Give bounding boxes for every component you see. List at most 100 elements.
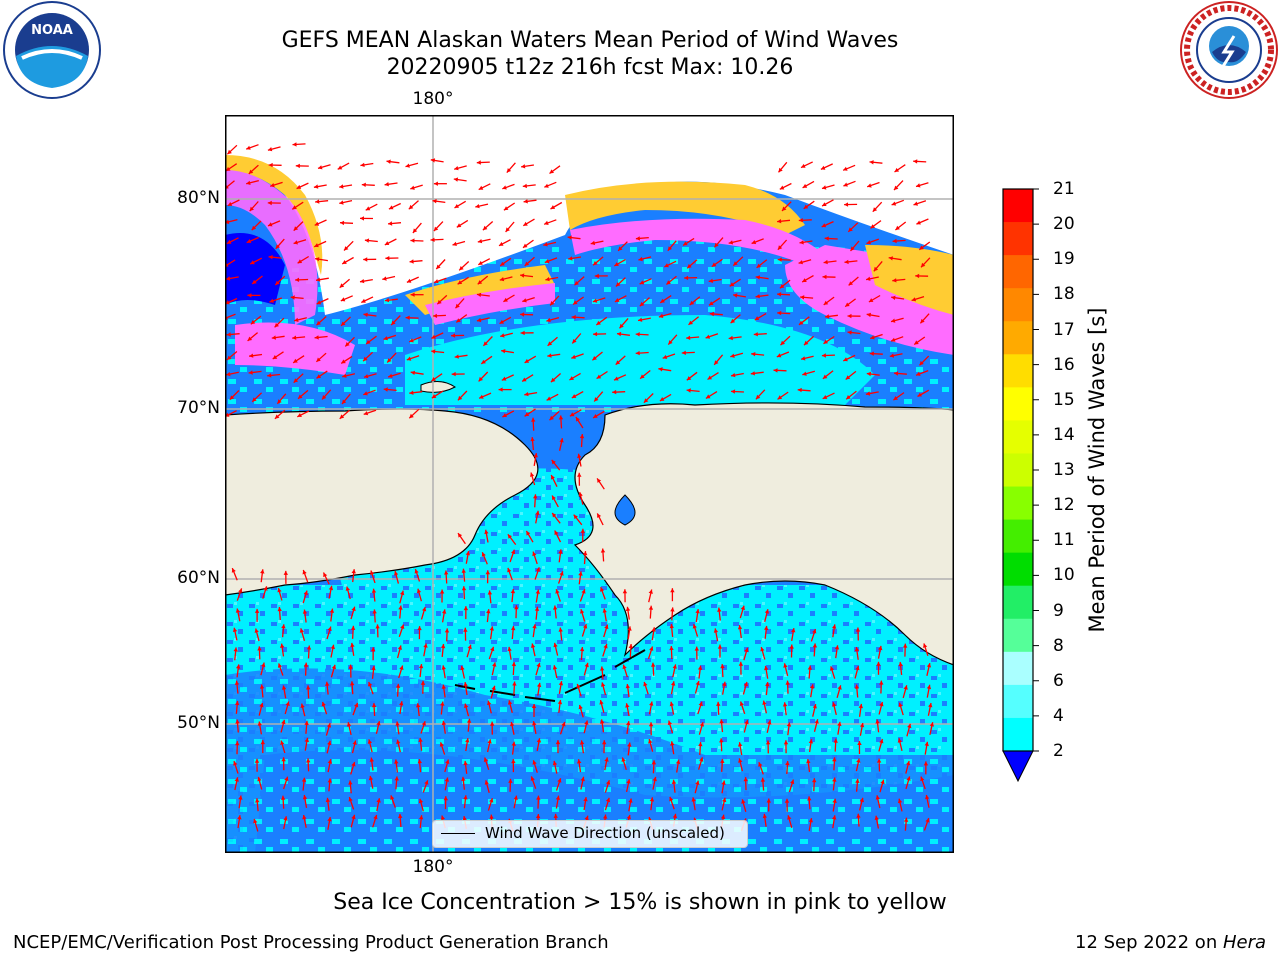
wind-wave-arrowhead xyxy=(799,320,804,325)
wind-wave-arrowhead xyxy=(371,647,376,652)
wind-wave-arrowhead xyxy=(535,814,541,819)
wind-wave-arrowhead xyxy=(536,662,541,668)
wind-wave-arrowhead xyxy=(364,238,370,243)
wind-wave-arrowhead xyxy=(583,624,588,629)
wind-wave-arrowhead xyxy=(368,682,373,687)
wind-wave-arrowhead xyxy=(247,293,252,298)
wind-wave-arrowhead xyxy=(925,818,930,823)
wind-wave-arrowhead xyxy=(666,280,671,285)
wind-wave-arrowhead xyxy=(511,741,516,746)
wind-wave-arrowhead xyxy=(898,702,903,708)
wind-wave-arrowhead xyxy=(350,681,355,686)
colorbar-cell xyxy=(1003,585,1033,620)
wind-wave-arrowhead xyxy=(920,776,925,782)
wind-wave-arrowhead xyxy=(544,220,549,225)
wind-wave-arrowhead xyxy=(569,412,575,417)
wind-wave-arrowhead xyxy=(463,795,468,800)
wind-wave-arrowhead xyxy=(281,624,286,629)
wind-wave-arrowhead xyxy=(238,588,243,593)
wind-wave-arrowhead xyxy=(808,739,814,744)
wind-wave-arrowhead xyxy=(713,628,719,633)
wind-wave-arrowhead xyxy=(253,818,258,824)
wind-wave-arrowhead xyxy=(789,644,794,649)
wind-wave-arrowhead xyxy=(234,680,240,685)
wind-wave-arrowhead xyxy=(513,795,518,800)
wind-wave-arrowhead xyxy=(345,586,350,591)
wind-wave-arrowhead xyxy=(604,624,609,630)
wind-wave-arrowhead xyxy=(453,177,459,182)
wind-wave-arrowhead xyxy=(869,351,874,356)
colorbar-tick-label: 2 xyxy=(1053,741,1064,761)
wind-wave-arrowhead xyxy=(346,722,352,727)
wind-wave-arrowhead xyxy=(292,205,297,210)
wind-wave-arrowhead xyxy=(695,609,700,614)
wind-wave-arrowhead xyxy=(348,664,353,669)
wind-wave-arrowhead xyxy=(487,700,492,706)
wind-wave-arrowhead xyxy=(505,227,510,232)
wind-wave-arrowhead xyxy=(780,340,785,346)
wind-wave-arrowhead xyxy=(571,394,577,398)
wind-wave-arrowhead xyxy=(304,720,309,725)
wind-wave-arrowhead xyxy=(733,293,738,298)
wind-wave-arrowhead xyxy=(618,246,623,251)
wind-wave-arrowhead xyxy=(832,702,837,707)
wind-wave-arrowhead xyxy=(717,644,723,649)
wind-wave-arrowhead xyxy=(730,318,736,324)
wind-wave-arrowhead xyxy=(281,719,286,725)
wind-wave-arrowhead xyxy=(711,262,717,267)
wind-wave-arrowhead xyxy=(326,723,332,728)
wind-wave-arrowhead xyxy=(351,606,356,612)
wind-wave-arrowhead xyxy=(511,626,516,631)
wind-wave-arrowhead xyxy=(785,761,790,766)
wind-wave-arrowhead xyxy=(550,377,556,383)
wind-wave-arrowhead xyxy=(777,245,783,250)
wind-wave-arrowhead xyxy=(612,389,617,395)
wind-wave-arrowhead xyxy=(302,609,308,614)
wind-wave-arrowhead xyxy=(536,795,541,800)
wind-wave-arrowhead xyxy=(398,605,403,610)
wind-wave-arrowhead xyxy=(294,317,299,322)
wind-wave-arrowhead xyxy=(574,280,579,286)
wind-wave-arrowhead xyxy=(351,762,356,767)
wind-wave-arrowhead xyxy=(744,647,749,653)
wind-wave-arrowhead xyxy=(743,681,748,687)
wind-wave-arrowhead xyxy=(554,530,559,536)
wind-wave-arrowhead xyxy=(236,664,241,669)
wind-wave-arrowhead xyxy=(846,395,851,400)
wind-wave-arrowhead xyxy=(440,815,445,820)
wind-wave-arrowhead xyxy=(235,700,240,705)
wind-wave-arrowhead xyxy=(388,373,393,378)
legend-label: Wind Wave Direction (unscaled) xyxy=(485,824,725,842)
wind-wave-arrowhead xyxy=(339,184,344,189)
colorbar-tick-label: 20 xyxy=(1053,214,1075,235)
wind-wave-arrowhead xyxy=(600,587,605,592)
wind-wave-arrowhead xyxy=(773,368,778,373)
wind-wave-arrowhead xyxy=(316,300,322,305)
wind-wave-arrowhead xyxy=(315,257,320,262)
wind-wave-arrowhead xyxy=(639,280,645,285)
wind-wave-arrowhead xyxy=(649,797,655,802)
wind-wave-arrowhead xyxy=(822,185,827,190)
map-legend: Wind Wave Direction (unscaled) xyxy=(432,820,748,848)
wind-wave-arrowhead xyxy=(729,282,735,287)
wind-wave-arrowhead xyxy=(440,701,445,706)
wind-wave-arrowhead xyxy=(843,357,848,362)
wind-wave-arrowhead xyxy=(670,741,675,746)
wind-wave-arrowhead xyxy=(897,738,902,743)
wind-wave-arrowhead xyxy=(876,661,881,666)
wind-wave-arrowhead xyxy=(314,335,319,340)
wind-wave-arrowhead xyxy=(573,514,578,520)
wind-wave-arrowhead xyxy=(550,301,555,306)
wind-wave-arrowhead xyxy=(439,742,444,747)
wind-wave-arrowhead xyxy=(299,628,304,633)
colorbar-cell xyxy=(1003,684,1033,719)
wind-wave-arrowhead xyxy=(431,394,437,399)
wind-wave-arrowhead xyxy=(777,219,782,224)
wind-wave-arrowhead xyxy=(458,533,463,538)
wind-wave-arrowhead xyxy=(348,797,353,802)
wind-wave-arrowhead xyxy=(252,279,257,284)
wind-wave-arrowhead xyxy=(579,434,585,439)
wind-wave-arrowhead xyxy=(859,797,864,803)
wind-wave-arrowhead xyxy=(456,318,461,323)
wind-wave-arrowhead xyxy=(580,609,585,614)
